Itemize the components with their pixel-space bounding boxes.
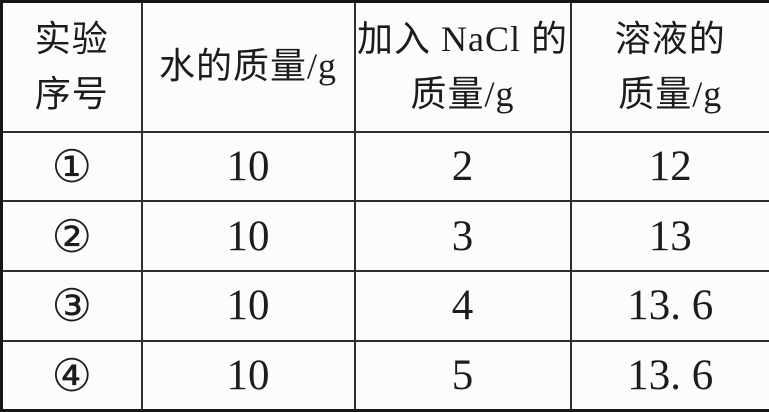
header-line: 质量/g bbox=[410, 73, 515, 114]
cell-nacl-mass: 4 bbox=[353, 270, 572, 342]
cell-experiment-number: ④ bbox=[0, 339, 143, 412]
header-line: 溶液的 bbox=[614, 19, 726, 60]
header-solution-mass: 溶液的 质量/g bbox=[569, 0, 769, 133]
cell-nacl-mass: 3 bbox=[353, 200, 572, 272]
cell-solution-mass: 12 bbox=[569, 130, 769, 203]
table-row-2: ② 10 3 13 bbox=[0, 200, 769, 272]
header-line: 质量/g bbox=[618, 73, 723, 114]
header-line: 实验 bbox=[34, 19, 109, 60]
header-line: 水的质量/g bbox=[158, 46, 337, 87]
cell-water-mass: 10 bbox=[140, 200, 356, 272]
header-line: 序号 bbox=[34, 73, 109, 114]
header-experiment-number: 实验 序号 bbox=[0, 0, 143, 133]
header-water-mass: 水的质量/g bbox=[140, 0, 356, 133]
cell-nacl-mass: 5 bbox=[353, 339, 572, 412]
cell-water-mass: 10 bbox=[140, 270, 356, 342]
header-line: 加入 NaCl 的 bbox=[357, 19, 568, 60]
cell-nacl-mass: 2 bbox=[353, 130, 572, 203]
header-row: 实验 序号 水的质量/g 加入 NaCl 的 质量/g 溶液的 质量/g bbox=[0, 0, 769, 133]
cell-solution-mass: 13. 6 bbox=[569, 339, 769, 412]
cell-solution-mass: 13 bbox=[569, 200, 769, 272]
cell-solution-mass: 13. 6 bbox=[569, 270, 769, 342]
header-nacl-mass: 加入 NaCl 的 质量/g bbox=[353, 0, 572, 133]
table-row-1: ① 10 2 12 bbox=[0, 130, 769, 203]
cell-water-mass: 10 bbox=[140, 130, 356, 203]
cell-experiment-number: ③ bbox=[0, 270, 143, 342]
table-row-3: ③ 10 4 13. 6 bbox=[0, 270, 769, 342]
cell-water-mass: 10 bbox=[140, 339, 356, 412]
cell-experiment-number: ① bbox=[0, 130, 143, 203]
cell-experiment-number: ② bbox=[0, 200, 143, 272]
table-row-4: ④ 10 5 13. 6 bbox=[0, 339, 769, 412]
